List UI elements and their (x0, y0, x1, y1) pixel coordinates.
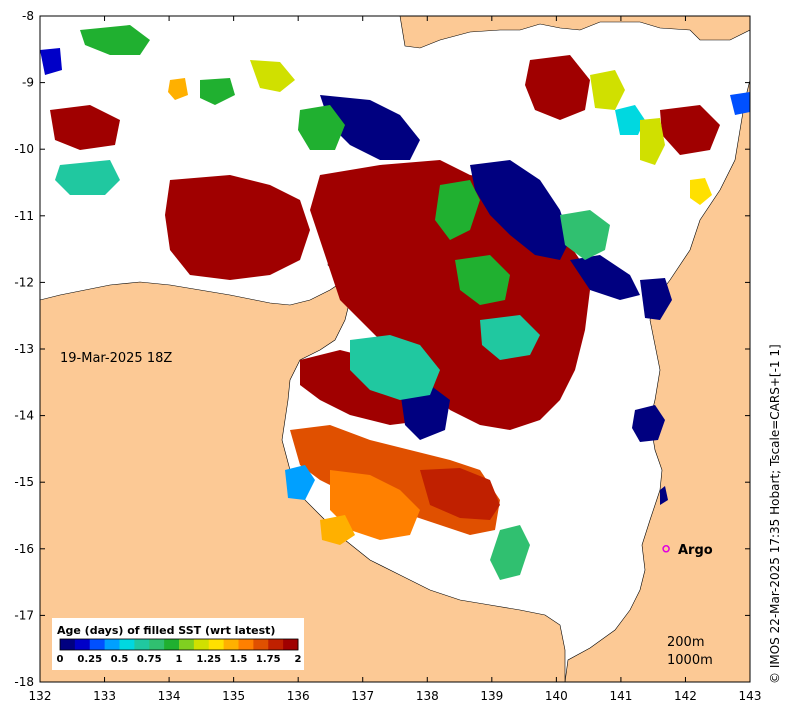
colorbar-swatches (60, 639, 299, 650)
lat-tick-label: -13 (14, 342, 34, 356)
lon-tick-label: 143 (739, 689, 762, 703)
lat-tick-label: -17 (14, 608, 34, 622)
lat-tick-label: -16 (14, 542, 34, 556)
colorbar-swatch (134, 639, 150, 650)
colorbar-swatch (208, 639, 225, 650)
date-label: 19-Mar-2025 18Z (60, 351, 172, 366)
colorbar-tick-label: 1.25 (196, 654, 221, 665)
colorbar-swatch (104, 639, 120, 650)
lon-tick-label: 139 (480, 689, 503, 703)
contour-label-200m: 200m (667, 635, 704, 650)
lon-tick-label: 135 (222, 689, 245, 703)
colorbar-tick-label: 1.75 (256, 654, 281, 665)
lon-tick-label: 137 (351, 689, 374, 703)
colorbar-swatch (193, 639, 210, 650)
land-arnhem (40, 279, 566, 682)
colorbar-swatch (74, 639, 91, 650)
colorbar-swatch (149, 639, 165, 650)
lat-tick-label: -18 (14, 675, 34, 689)
lat-tick-label: -10 (14, 142, 34, 156)
lat-tick-label: -15 (14, 475, 34, 489)
longitude-axis: 132 133 134 135 136 137 138 139 140 141 142 143 (29, 16, 762, 703)
lon-tick-label: 134 (158, 689, 181, 703)
lon-tick-label: 138 (416, 689, 439, 703)
colorbar-tick-label: 1 (176, 654, 183, 665)
lat-tick-label: -11 (14, 209, 34, 223)
lon-tick-label: 136 (287, 689, 310, 703)
contour-label-1000m: 1000m (667, 653, 713, 668)
land-new-guinea (399, 16, 750, 49)
colorbar-tick-label: 0.75 (137, 654, 162, 665)
colorbar-swatch (223, 639, 239, 650)
lat-tick-label: -12 (14, 275, 34, 289)
colorbar-outline (59, 638, 299, 651)
colorbar-swatch (283, 639, 299, 650)
colorbar-tick-label: 2 (295, 654, 302, 665)
colorbar-tick-label: 0.25 (77, 654, 102, 665)
lon-tick-label: 142 (674, 689, 697, 703)
latitude-axis: -8 -9 -10 -11 -12 -13 -14 -15 -16 -17 -18 (14, 9, 750, 689)
colorbar-tick-label: 1.5 (230, 654, 248, 665)
lon-tick-label: 133 (93, 689, 116, 703)
colorbar-swatch (60, 639, 76, 650)
colorbar-tick-label: 0.5 (111, 654, 129, 665)
credit-text: © IMOS 22-Mar-2025 17:35 Hobart; Tscale=… (768, 344, 782, 684)
lon-tick-label: 132 (29, 689, 52, 703)
colorbar-ticks: 0 0.25 0.5 0.75 1 1.25 1.5 1.75 2 (57, 654, 302, 665)
lon-tick-label: 140 (545, 689, 568, 703)
lat-tick-label: -9 (22, 76, 34, 90)
colorbar-tick-label: 0 (57, 654, 64, 665)
sst-patches (40, 25, 750, 580)
argo-float-marker (662, 545, 670, 553)
colorbar-swatch (164, 639, 180, 650)
argo-label: Argo (678, 543, 713, 558)
colorbar-swatch (238, 639, 254, 650)
lon-tick-label: 141 (609, 689, 632, 703)
colorbar-swatch (253, 639, 269, 650)
colorbar-swatch (179, 639, 195, 650)
colorbar-swatch (268, 639, 284, 650)
colorbar-title: Age (days) of filled SST (wrt latest) (57, 624, 275, 637)
colorbar-swatch (119, 639, 135, 650)
lat-tick-label: -8 (22, 9, 34, 23)
colorbar-swatch (89, 639, 106, 650)
lat-tick-label: -14 (14, 409, 34, 423)
